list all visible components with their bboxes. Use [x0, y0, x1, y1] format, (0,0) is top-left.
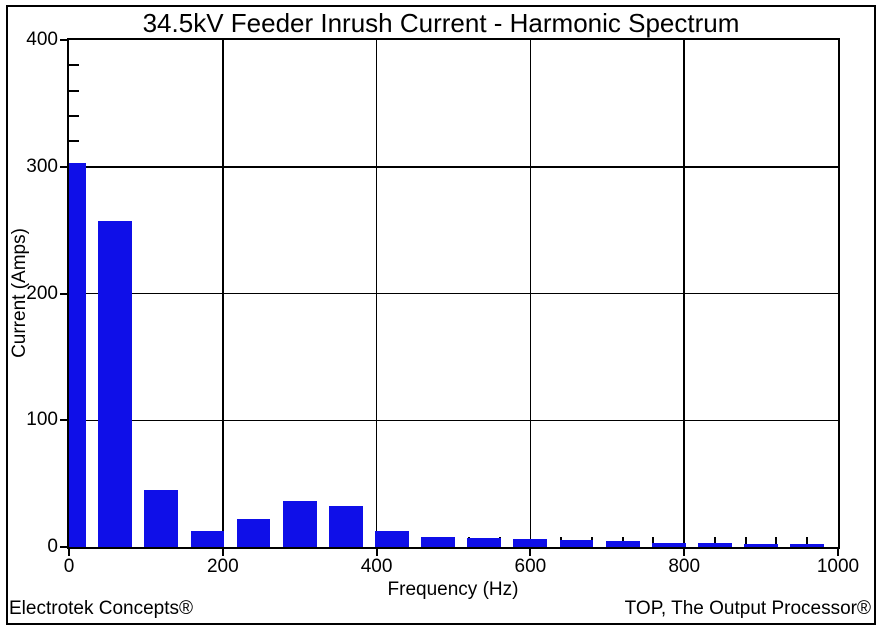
x-tick-label-600: 600 [514, 556, 547, 577]
major-tick-y-200 [60, 292, 67, 295]
bar-720hz [605, 541, 640, 547]
x-tick-label-1000: 1000 [816, 556, 860, 577]
bar-660hz [559, 540, 594, 547]
footer-right-brand: TOP, The Output Processor® [624, 598, 871, 619]
y-tick-label-100: 100 [26, 409, 58, 431]
bar-480hz [421, 537, 456, 547]
minor-tick-y-320 [69, 140, 79, 143]
bar-0hz [69, 162, 86, 547]
minor-tick-x-880 [744, 537, 747, 547]
gridline-y-200 [69, 292, 838, 295]
y-tick-label-300: 300 [26, 155, 58, 177]
gridline-y-300 [69, 166, 838, 168]
bar-180hz [190, 530, 225, 547]
major-tick-x-0 [68, 549, 70, 556]
major-tick-x-800 [683, 549, 686, 556]
bar-960hz [790, 543, 825, 547]
y-tick-label-0: 0 [47, 536, 58, 557]
chart-title: 34.5kV Feeder Inrush Current - Harmonic … [142, 8, 740, 38]
x-tick-label-400: 400 [360, 556, 393, 577]
bar-360hz [328, 506, 363, 547]
bar-300hz [282, 501, 317, 547]
gridline-y-100 [69, 419, 838, 421]
plot-area [67, 38, 840, 549]
minor-tick-x-840 [713, 537, 716, 547]
major-tick-x-600 [529, 549, 532, 556]
bar-240hz [236, 519, 271, 547]
bar-900hz [744, 543, 778, 547]
minor-tick-x-960 [806, 537, 809, 547]
bar-60hz [98, 221, 133, 547]
x-tick-label-800: 800 [668, 556, 701, 577]
minor-tick-y-380 [69, 64, 79, 67]
major-tick-x-400 [375, 549, 378, 556]
bar-840hz [698, 543, 732, 547]
minor-tick-x-760 [652, 537, 655, 547]
x-axis-title: Frequency (Hz) [387, 579, 519, 600]
x-tick-label-0: 0 [63, 556, 75, 577]
minor-tick-x-920 [775, 537, 778, 547]
footer-left-brand: Electrotek Concepts® [9, 598, 194, 619]
minor-tick-y-340 [69, 115, 79, 118]
bar-600hz [513, 539, 548, 547]
major-tick-x-200 [221, 549, 224, 556]
bar-540hz [467, 538, 502, 547]
bar-120hz [144, 489, 179, 547]
bar-420hz [375, 531, 409, 547]
y-tick-label-200: 200 [26, 282, 58, 304]
x-tick-label-200: 200 [206, 556, 239, 577]
major-tick-x-1000 [837, 549, 839, 556]
major-tick-y-400 [60, 39, 67, 41]
major-tick-y-300 [60, 165, 67, 168]
minor-tick-y-360 [69, 89, 79, 92]
major-tick-y-0 [60, 546, 67, 548]
y-tick-label-400: 400 [26, 29, 58, 50]
bar-780hz [651, 542, 686, 547]
major-tick-y-100 [60, 419, 67, 422]
chart-outer-border [6, 5, 876, 625]
